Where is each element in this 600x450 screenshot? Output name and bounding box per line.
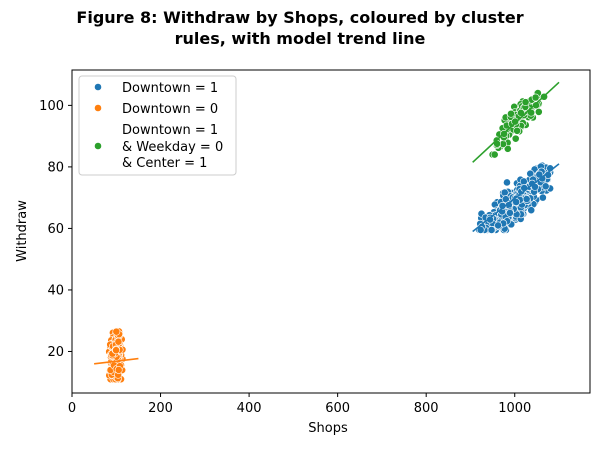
data-point-series-0 <box>538 193 547 202</box>
x-tick-label: 0 <box>68 401 76 416</box>
y-tick-label: 40 <box>47 283 64 298</box>
chart-title-line-2: rules, with model trend line <box>175 29 426 48</box>
data-point-series-2 <box>503 144 512 153</box>
data-point-series-0 <box>503 178 511 187</box>
y-axis-ticks: 20 40 60 80 100 <box>39 99 72 360</box>
x-tick-label: 600 <box>325 401 350 416</box>
legend-label-combined-rule-line-1: Downtown = 1 <box>122 123 218 138</box>
legend-label-combined-rule-line-3: & Center = 1 <box>122 156 207 171</box>
data-point-series-2 <box>490 150 499 159</box>
x-axis-label: Shops <box>308 421 348 436</box>
x-tick-label: 200 <box>148 401 173 416</box>
data-point-series-2 <box>511 134 520 143</box>
data-point-series-0 <box>519 177 528 186</box>
data-point-series-2 <box>517 108 525 117</box>
data-point-series-2 <box>513 126 522 135</box>
x-tick-label: 800 <box>414 401 439 416</box>
data-point-series-0 <box>486 215 494 224</box>
trend-line-series-0 <box>472 163 560 233</box>
data-point-series-2 <box>521 98 530 107</box>
data-point-series-1 <box>114 337 123 346</box>
x-tick-label: 400 <box>237 401 262 416</box>
data-point-series-0 <box>535 170 544 179</box>
y-tick-label: 60 <box>47 222 64 237</box>
data-point-series-2 <box>534 107 543 116</box>
y-tick-label: 20 <box>47 345 64 360</box>
y-tick-label: 100 <box>39 99 64 114</box>
plot-area-frame <box>71 69 591 394</box>
data-point-series-2 <box>531 93 540 102</box>
data-point-series-2 <box>532 101 540 110</box>
data-point-series-0 <box>541 182 550 191</box>
trend-lines <box>94 81 560 365</box>
legend-marker-combined-rule <box>94 142 102 150</box>
legend-marker-downtown-0 <box>94 104 102 112</box>
y-axis-label: Withdraw <box>15 200 30 262</box>
data-point-series-0 <box>527 206 536 215</box>
chart-title-line-1: Figure 8: Withdraw by Shops, coloured by… <box>76 8 523 27</box>
data-point-series-0 <box>506 208 514 217</box>
data-point-series-0 <box>522 195 531 203</box>
trend-line-series-1 <box>94 357 139 365</box>
legend: Downtown = 1 Downtown = 0 Downtown = 1 &… <box>78 75 237 176</box>
legend-label-combined-rule-line-2: & Weekday = 0 <box>122 140 223 155</box>
points-layer <box>105 89 555 384</box>
data-point-series-2 <box>507 109 515 118</box>
data-point-series-2 <box>511 117 520 126</box>
x-tick-label: 1000 <box>498 401 531 416</box>
legend-label-downtown-1: Downtown = 1 <box>122 81 218 96</box>
legend-label-downtown-0: Downtown = 0 <box>122 102 218 117</box>
legend-frame <box>78 75 237 176</box>
x-axis-ticks: 0 200 400 600 800 1000 <box>68 393 531 416</box>
data-point-series-1 <box>112 327 121 336</box>
data-point-series-0 <box>487 226 496 234</box>
data-point-series-0 <box>476 226 485 234</box>
trend-line-series-2 <box>472 81 560 163</box>
data-point-series-1 <box>114 366 123 374</box>
data-point-series-0 <box>494 221 502 230</box>
y-tick-label: 80 <box>47 160 64 175</box>
data-point-series-0 <box>500 188 509 197</box>
data-point-series-1 <box>112 346 120 355</box>
legend-marker-downtown-1 <box>94 83 102 91</box>
